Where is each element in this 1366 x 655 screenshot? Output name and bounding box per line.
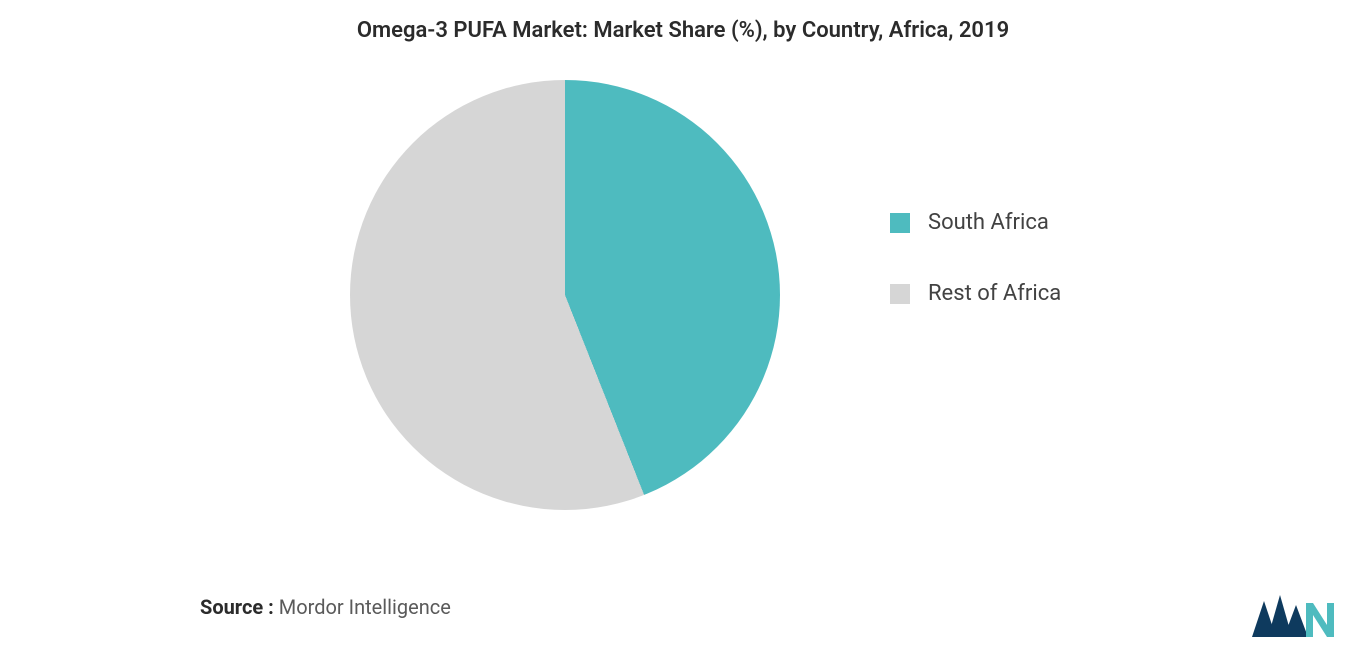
- legend-label: Rest of Africa: [928, 281, 1061, 306]
- legend: South Africa Rest of Africa: [890, 210, 1061, 352]
- mordor-logo-icon: [1252, 593, 1336, 637]
- legend-label: South Africa: [928, 210, 1049, 235]
- source-prefix: Source :: [200, 595, 274, 619]
- pie-chart: [350, 80, 780, 510]
- pie-graphic: [350, 80, 780, 510]
- source-text: Mordor Intelligence: [279, 595, 451, 619]
- legend-item: Rest of Africa: [890, 281, 1061, 306]
- logo-n-icon: [1306, 603, 1334, 637]
- source-attribution: Source : Mordor Intelligence: [200, 595, 451, 619]
- legend-item: South Africa: [890, 210, 1061, 235]
- chart-title: Omega-3 PUFA Market: Market Share (%), b…: [0, 18, 1366, 43]
- logo-bars-icon: [1252, 595, 1308, 637]
- legend-swatch-south-africa: [890, 213, 910, 233]
- legend-swatch-rest-of-africa: [890, 284, 910, 304]
